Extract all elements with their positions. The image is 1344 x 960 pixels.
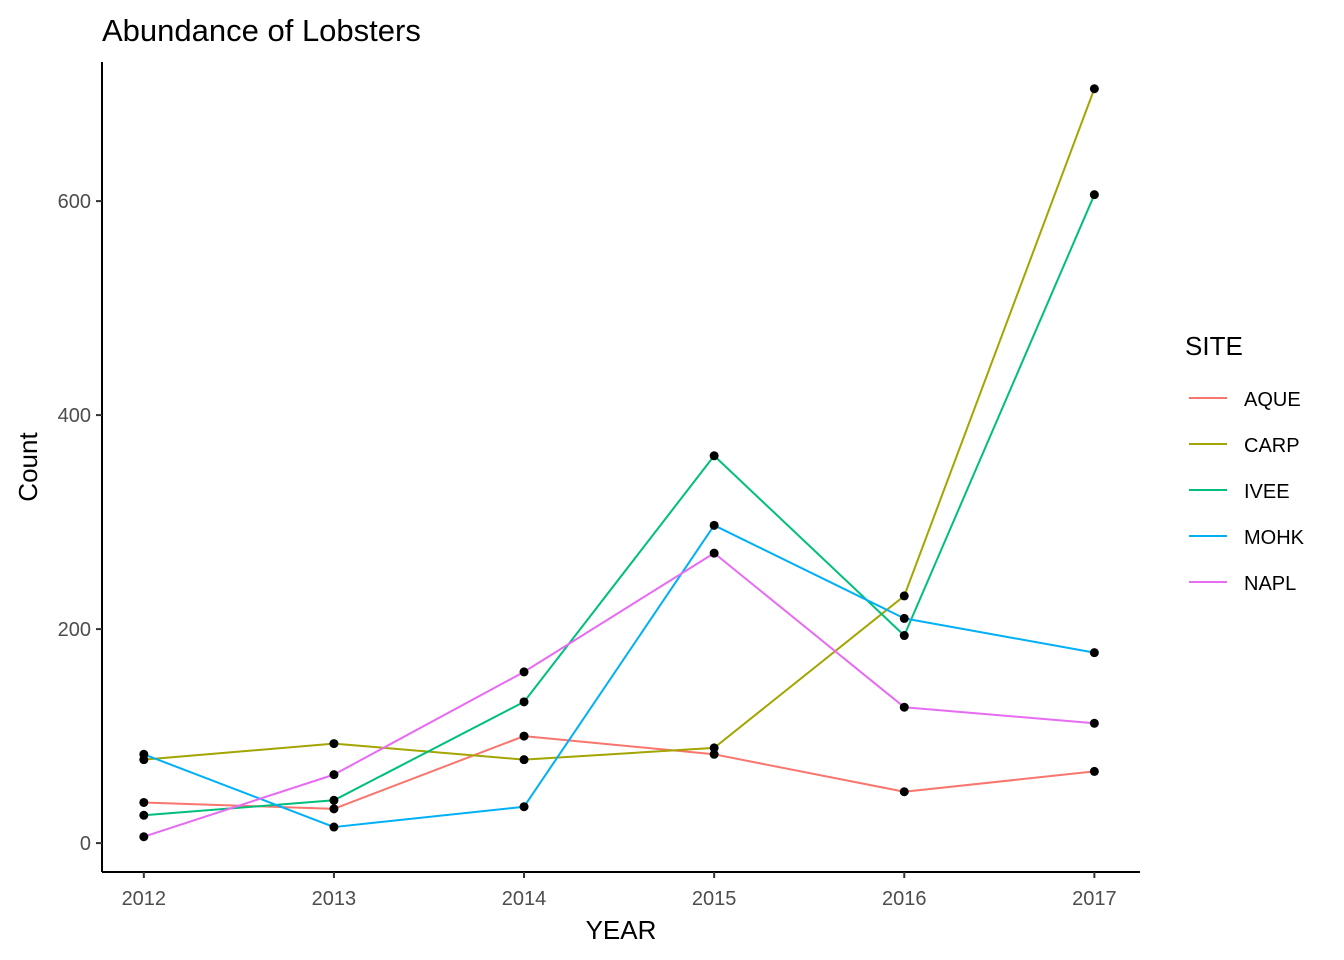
data-point-aque — [139, 797, 149, 807]
data-point-aque — [519, 731, 529, 741]
x-axis-ticks: 2012 2013 2014 2015 2016 2017 — [122, 872, 1117, 910]
legend-label-aque: AQUE — [1244, 389, 1301, 411]
data-point-mohk — [329, 822, 339, 832]
data-point-mohk — [1089, 648, 1099, 658]
data-point-carp — [329, 739, 339, 749]
data-point-aque — [329, 804, 339, 814]
x-tick-label: 2017 — [1072, 888, 1117, 910]
data-point-carp — [519, 755, 529, 765]
series-points — [139, 84, 1099, 842]
data-point-napl — [899, 702, 909, 712]
data-point-ivee — [329, 795, 339, 805]
data-point-aque — [709, 749, 719, 759]
data-point-carp — [709, 743, 719, 753]
data-point-napl — [709, 548, 719, 558]
data-point-ivee — [709, 451, 719, 461]
y-tick-label: 600 — [58, 191, 91, 213]
data-point-ivee — [519, 697, 529, 707]
data-point-mohk — [139, 749, 149, 759]
y-tick-label: 0 — [80, 833, 91, 855]
data-point-aque — [899, 787, 909, 797]
series-line-mohk — [143, 524, 1095, 829]
data-point-napl — [139, 832, 149, 842]
x-tick-label: 2014 — [502, 888, 547, 910]
x-axis-title: YEAR — [586, 915, 657, 945]
data-point-napl — [519, 667, 529, 677]
x-tick-label: 2016 — [882, 888, 927, 910]
legend-label-napl: NAPL — [1244, 573, 1296, 595]
x-tick-label: 2012 — [122, 888, 167, 910]
data-point-ivee — [1089, 190, 1099, 200]
legend-title: SITE — [1185, 331, 1243, 361]
data-point-aque — [1089, 766, 1099, 776]
legend: SITE AQUE CARP IVEE MOHK NAPL — [1185, 331, 1305, 595]
legend-items: AQUE CARP IVEE MOHK NAPL — [1189, 389, 1305, 595]
plot-area: 0 200 400 600 2012 2013 2014 2015 2016 2017 — [58, 62, 1140, 910]
data-point-mohk — [519, 802, 529, 812]
data-point-carp — [899, 591, 909, 601]
data-point-carp — [1089, 84, 1099, 94]
data-point-mohk — [899, 613, 909, 623]
data-point-mohk — [709, 520, 719, 530]
data-point-ivee — [899, 631, 909, 641]
legend-label-carp: CARP — [1244, 435, 1300, 457]
x-tick-label: 2013 — [312, 888, 357, 910]
y-axis-ticks: 0 200 400 600 — [58, 191, 102, 855]
data-point-napl — [1089, 718, 1099, 728]
y-axis-title: Count — [13, 432, 43, 502]
series-line-carp — [143, 88, 1096, 761]
x-tick-label: 2015 — [692, 888, 737, 910]
data-point-napl — [329, 770, 339, 780]
series-line-napl — [143, 552, 1095, 838]
y-tick-label: 400 — [58, 405, 91, 427]
legend-label-mohk: MOHK — [1244, 527, 1305, 549]
y-tick-label: 200 — [58, 619, 91, 641]
legend-label-ivee: IVEE — [1244, 481, 1290, 503]
series-line-ivee — [143, 194, 1096, 817]
data-point-ivee — [139, 810, 149, 820]
chart-title: Abundance of Lobsters — [102, 13, 421, 48]
series-line-aque — [143, 735, 1095, 810]
series-lines — [143, 88, 1096, 838]
